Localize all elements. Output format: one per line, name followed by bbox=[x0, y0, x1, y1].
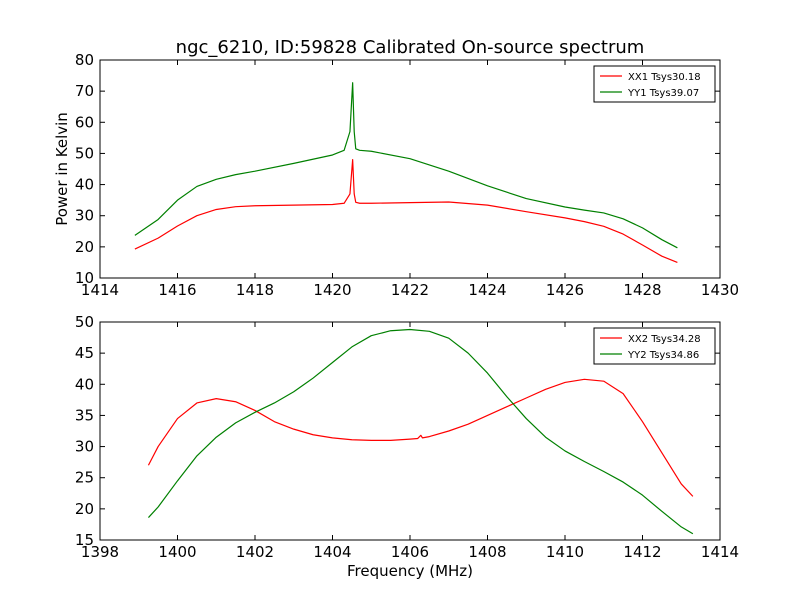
x-tick-label: 1424 bbox=[468, 281, 506, 299]
y-tick-label: 25 bbox=[75, 469, 94, 487]
x-tick-label: 1422 bbox=[391, 281, 429, 299]
y-tick-label: 40 bbox=[75, 176, 94, 194]
figure-title: ngc_6210, ID:59828 Calibrated On-source … bbox=[176, 37, 645, 58]
y-tick-label: 20 bbox=[75, 500, 94, 518]
y-tick-label: 35 bbox=[75, 406, 94, 424]
x-tick-label: 1414 bbox=[701, 543, 739, 561]
x-tick-label: 1404 bbox=[313, 543, 351, 561]
series-lines bbox=[134, 82, 678, 263]
legend-box bbox=[593, 327, 716, 365]
x-tick-label: 1430 bbox=[701, 281, 739, 299]
legend-entry-label: YY2 Tsys34.86 bbox=[627, 350, 699, 361]
x-axis-label: Frequency (MHz) bbox=[347, 562, 473, 580]
y-tick-label: 30 bbox=[75, 438, 94, 456]
x-tick-label: 1426 bbox=[546, 281, 584, 299]
y-tick-label: 70 bbox=[75, 82, 94, 100]
x-tick-label: 1406 bbox=[391, 543, 429, 561]
x-tick-label: 1410 bbox=[546, 543, 584, 561]
y-tick-label: 50 bbox=[75, 313, 94, 331]
y-tick-label: 80 bbox=[75, 51, 94, 69]
y-tick-label: 50 bbox=[75, 144, 94, 162]
lower-chart-panel: 1398 1400 1402 1404 1406 1408 1410 1412 1414 15 20… bbox=[75, 313, 739, 580]
series-lines bbox=[147, 328, 694, 535]
y-tick-label: 45 bbox=[75, 344, 94, 362]
x-tick-label: 1416 bbox=[158, 281, 196, 299]
x-tick-label: 1412 bbox=[623, 543, 661, 561]
y-axis-label: Power in Kelvin bbox=[53, 112, 71, 226]
legend: XX2 Tsys34.28 YY2 Tsys34.86 bbox=[593, 327, 716, 365]
legend: XX1 Tsys30.18 YY1 Tsys39.07 bbox=[593, 65, 716, 103]
x-tick-label: 1418 bbox=[236, 281, 274, 299]
series-line-yy1 bbox=[134, 82, 678, 249]
legend-entry-label: YY1 Tsys39.07 bbox=[627, 88, 699, 99]
y-tick-label: 30 bbox=[75, 207, 94, 225]
x-tick-label: 1408 bbox=[468, 543, 506, 561]
x-tick-label: 1420 bbox=[313, 281, 351, 299]
x-tick-label: 1402 bbox=[236, 543, 274, 561]
x-tick-label: 1428 bbox=[623, 281, 661, 299]
x-tick-label: 1414 bbox=[81, 281, 119, 299]
y-tick-label: 20 bbox=[75, 238, 94, 256]
y-tick-label: 15 bbox=[75, 531, 94, 549]
series-line-xx2 bbox=[147, 378, 694, 497]
y-tick-label: 60 bbox=[75, 113, 94, 131]
upper-chart-panel: 1414 1416 1418 1420 1422 1424 1426 1428 1430 10 20… bbox=[53, 51, 739, 299]
series-line-yy2 bbox=[147, 328, 694, 535]
legend-box bbox=[593, 65, 716, 103]
x-tick-label: 1398 bbox=[81, 543, 119, 561]
x-tick-label: 1400 bbox=[158, 543, 196, 561]
legend-entry-label: XX1 Tsys30.18 bbox=[628, 72, 701, 83]
y-tick-label: 10 bbox=[75, 269, 94, 287]
y-tick-label: 40 bbox=[75, 375, 94, 393]
series-line-xx1 bbox=[134, 159, 678, 263]
legend-entry-label: XX2 Tsys34.28 bbox=[628, 334, 701, 345]
